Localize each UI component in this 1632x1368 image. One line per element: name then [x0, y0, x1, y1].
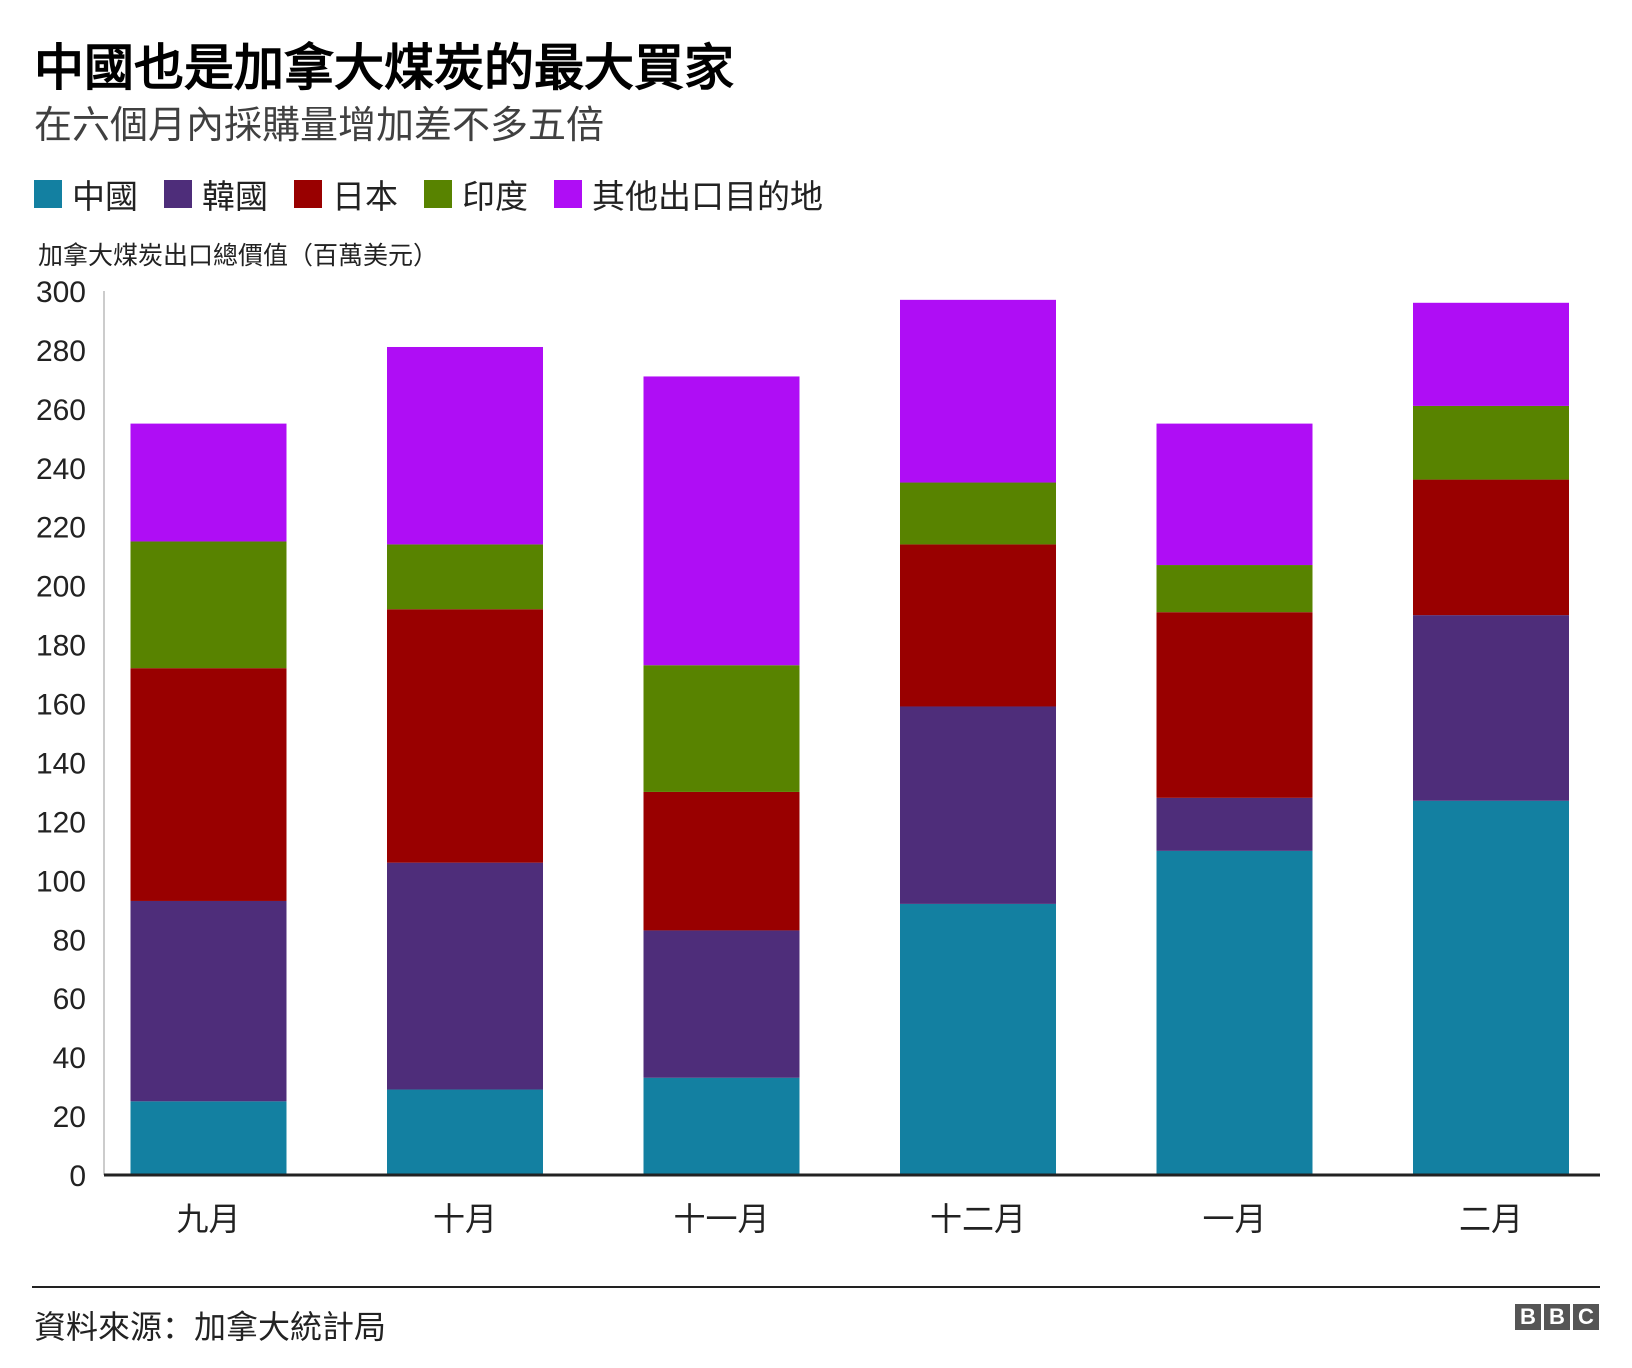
bar-segment — [387, 544, 543, 610]
legend-item: 中國 — [34, 170, 138, 218]
bar-segment — [130, 423, 287, 542]
x-tick-label: 十月 — [433, 1200, 497, 1238]
y-tick-label: 180 — [36, 630, 86, 663]
y-tick-label: 120 — [36, 806, 86, 839]
y-tick-label: 260 — [36, 394, 86, 427]
legend-item: 印度 — [424, 170, 528, 218]
bar-segment — [130, 900, 287, 1102]
y-tick-label: 140 — [36, 747, 86, 780]
y-tick-label: 300 — [36, 276, 86, 309]
y-tick-label: 220 — [36, 512, 86, 545]
legend-label: 印度 — [462, 177, 528, 216]
legend-label: 中國 — [72, 177, 138, 216]
bar-segment — [387, 1089, 543, 1175]
legend-swatch — [294, 180, 322, 208]
bar-segment — [1413, 479, 1569, 616]
bar-segment — [1156, 423, 1313, 566]
bar-segment — [1156, 565, 1313, 613]
bar-segment — [387, 609, 543, 863]
bar-segment — [1413, 800, 1569, 1175]
y-tick-label: 240 — [36, 453, 86, 486]
bar-segment — [900, 903, 1056, 1175]
x-tick-label: 九月 — [176, 1200, 240, 1238]
y-tick-label: 280 — [36, 335, 86, 368]
bar-segment — [1156, 797, 1313, 851]
bar-segment — [1413, 405, 1569, 480]
bar-segment — [643, 1077, 800, 1175]
y-tick-label: 0 — [69, 1160, 86, 1193]
x-tick-label: 十二月 — [930, 1200, 1026, 1238]
legend-swatch — [424, 180, 452, 208]
chart-subtitle: 在六個月內採購量增加差不多五倍 — [34, 103, 605, 147]
legend-item: 日本 — [294, 170, 398, 218]
legend-label: 日本 — [332, 177, 398, 216]
bbc-logo-letter: C — [1573, 1304, 1599, 1330]
legend: 中國 韓國 日本 印度 其他出口目的地 — [34, 170, 849, 218]
bar-segment — [130, 541, 287, 669]
footer-divider — [32, 1286, 1600, 1288]
y-tick-label: 100 — [36, 865, 86, 898]
bar-segment — [1413, 302, 1569, 406]
legend-swatch — [554, 180, 582, 208]
bar-segment — [130, 1101, 287, 1175]
y-tick-label: 20 — [53, 1101, 86, 1134]
bar-segment — [900, 482, 1056, 545]
legend-label: 韓國 — [202, 177, 268, 216]
bar-segment — [643, 665, 800, 792]
bar-segment — [900, 544, 1056, 707]
bar-segment — [387, 346, 543, 545]
legend-label: 其他出口目的地 — [592, 177, 823, 216]
bar-segment — [130, 668, 287, 901]
y-tick-label: 80 — [53, 924, 86, 957]
stacked-bar-chart: 0 20 40 60 80 100 120 140 160 180 200 220 240 260 280 3… — [36, 276, 1600, 1238]
bar-segment — [1156, 850, 1313, 1175]
y-tick-label: 40 — [53, 1042, 86, 1075]
x-tick-label: 一月 — [1202, 1200, 1266, 1238]
bar-segment — [643, 376, 800, 666]
y-tick-label: 200 — [36, 571, 86, 604]
bar-segment — [1156, 612, 1313, 798]
bbc-logo: B B C — [1512, 1304, 1599, 1330]
bar-segment — [643, 930, 800, 1078]
bar-segment — [900, 299, 1056, 483]
legend-swatch — [164, 180, 192, 208]
bar-segment — [900, 706, 1056, 904]
y-tick-label: 60 — [53, 983, 86, 1016]
y-tick-label: 160 — [36, 689, 86, 722]
legend-swatch — [34, 180, 62, 208]
bbc-logo-letter: B — [1515, 1304, 1541, 1330]
source-note: 資料來源：加拿大統計局 — [34, 1308, 387, 1346]
bar-segment — [643, 791, 800, 931]
legend-item: 其他出口目的地 — [554, 170, 823, 218]
chart-title: 中國也是加拿大煤炭的最大買家 — [34, 39, 734, 97]
bbc-logo-letter: B — [1544, 1304, 1570, 1330]
bar-segment — [387, 862, 543, 1090]
legend-item: 韓國 — [164, 170, 268, 218]
x-tick-label: 二月 — [1459, 1200, 1523, 1238]
bar-segment — [1413, 615, 1569, 801]
y-axis-label: 加拿大煤炭出口總價值（百萬美元） — [38, 241, 439, 270]
x-tick-label: 十一月 — [673, 1200, 769, 1238]
